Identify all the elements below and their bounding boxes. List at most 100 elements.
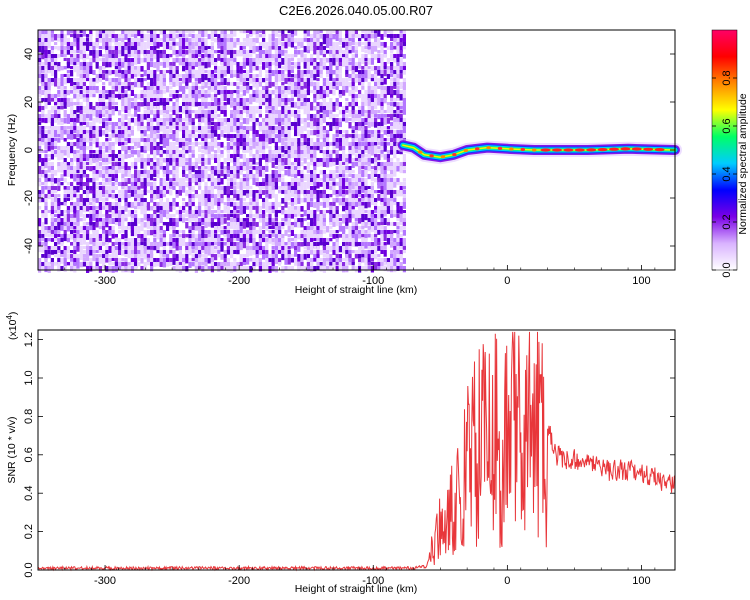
spectrogram-noise-cell bbox=[242, 254, 246, 258]
spectrogram-noise-cell bbox=[332, 62, 336, 66]
spectrogram-noise-cell bbox=[300, 214, 304, 218]
spectrogram-noise-cell bbox=[188, 34, 192, 37]
spectrogram-noise-cell bbox=[50, 226, 54, 233]
spectrogram-noise-cell bbox=[169, 238, 173, 243]
spectrogram-noise-cell bbox=[297, 94, 301, 100]
spectrogram-noise-cell bbox=[166, 206, 170, 213]
spectrogram-noise-cell bbox=[230, 42, 234, 48]
spectrogram-noise-cell bbox=[95, 238, 99, 242]
spectrogram-noise-cell bbox=[114, 66, 118, 70]
spectrogram-noise-cell bbox=[281, 198, 285, 204]
spectrogram-noise-cell bbox=[124, 150, 128, 155]
spectrogram-noise-cell bbox=[178, 210, 182, 215]
spectrogram-noise-cell bbox=[44, 62, 48, 66]
spectrogram-noise-cell bbox=[79, 66, 83, 73]
spectrogram-noise-cell bbox=[310, 250, 314, 255]
spectrogram-noise-cell bbox=[290, 42, 294, 48]
spectrogram-noise-cell bbox=[342, 82, 346, 87]
spectrogram-noise-cell bbox=[294, 186, 298, 191]
spectrogram-noise-cell bbox=[361, 174, 365, 178]
spectrogram-noise-cell bbox=[258, 34, 262, 38]
spectrogram-noise-cell bbox=[239, 238, 243, 243]
spectrogram-noise-cell bbox=[204, 82, 208, 88]
spectrogram-noise-cell bbox=[41, 78, 45, 84]
spectrogram-noise-cell bbox=[268, 58, 272, 64]
spectrogram-noise-cell bbox=[153, 186, 157, 191]
spectrogram-noise-cell bbox=[114, 166, 118, 172]
spectrogram-noise-cell bbox=[268, 150, 272, 154]
spectrogram-noise-cell bbox=[338, 166, 342, 172]
spectrogram-noise-cell bbox=[313, 146, 317, 150]
spectrogram-noise-cell bbox=[268, 202, 272, 207]
spectrogram-noise-cell bbox=[79, 210, 83, 217]
spectrogram-noise-cell bbox=[92, 214, 96, 221]
spectrogram-noise-cell bbox=[98, 154, 102, 160]
spectrogram-noise-cell bbox=[73, 122, 77, 129]
spectrogram-noise-cell bbox=[236, 142, 240, 148]
spectrogram-noise-cell bbox=[41, 230, 45, 234]
spectrogram-noise-cell bbox=[114, 210, 118, 214]
spectrogram-noise-cell bbox=[191, 242, 195, 249]
spectrogram-noise-cell bbox=[41, 238, 45, 242]
spectrogram-noise-cell bbox=[134, 162, 138, 169]
spectrogram-noise-cell bbox=[354, 114, 358, 119]
spectrogram-noise-cell bbox=[236, 238, 240, 242]
spectrogram-noise-cell bbox=[345, 242, 349, 246]
spectrogram-noise-cell bbox=[178, 162, 182, 167]
spectrogram-noise-cell bbox=[351, 34, 355, 38]
spectrogram-noise-cell bbox=[92, 106, 96, 112]
spectrogram-noise-cell bbox=[303, 134, 307, 139]
spectrogram-noise-cell bbox=[188, 54, 192, 58]
spectrogram-noise-cell bbox=[268, 234, 272, 241]
spectrogram-noise-cell bbox=[290, 38, 294, 44]
spectrogram-noise-cell bbox=[300, 134, 304, 139]
spectrogram-noise-cell bbox=[89, 158, 93, 165]
spectrogram-noise-cell bbox=[249, 78, 253, 84]
spectrogram-noise-cell bbox=[204, 98, 208, 102]
spectrogram-noise-cell bbox=[89, 262, 93, 269]
spectrogram-noise-cell bbox=[188, 66, 192, 71]
spectrogram-noise-cell bbox=[175, 74, 179, 80]
spectrogram-noise-cell bbox=[137, 82, 141, 88]
spectrogram-noise-cell bbox=[342, 226, 346, 232]
spectrogram-noise-cell bbox=[38, 222, 42, 227]
spectrogram-noise-cell bbox=[111, 246, 115, 251]
spectrogram-noise-cell bbox=[70, 54, 74, 58]
spectrogram-noise-cell bbox=[118, 58, 122, 63]
spectrogram-noise-cell bbox=[354, 122, 358, 127]
spectrogram-noise-cell bbox=[303, 78, 307, 83]
spectrogram-noise-cell bbox=[242, 166, 246, 171]
spectrogram-noise-cell bbox=[351, 138, 355, 144]
spectrogram-noise-cell bbox=[332, 186, 336, 191]
spectrogram-noise-cell bbox=[223, 226, 227, 230]
spectrogram-noise-cell bbox=[47, 114, 51, 119]
spectrogram-noise-cell bbox=[217, 242, 221, 249]
spectrogram-noise-cell bbox=[111, 166, 115, 173]
spectrogram-noise-cell bbox=[230, 142, 234, 147]
spectrogram-noise-cell bbox=[73, 266, 77, 273]
spectrogram-noise-cell bbox=[258, 126, 262, 132]
spectrogram-noise-cell bbox=[233, 214, 237, 220]
spectrogram-noise-cell bbox=[316, 78, 320, 82]
spectrogram-noise-cell bbox=[220, 238, 224, 242]
spectrogram-noise-cell bbox=[198, 246, 202, 252]
spectrogram-noise-cell bbox=[207, 118, 211, 124]
spectrogram-noise-cell bbox=[166, 182, 170, 186]
spectrogram-noise-cell bbox=[54, 34, 58, 41]
spectrogram-noise-cell bbox=[335, 246, 339, 252]
spectrogram-noise-cell bbox=[79, 126, 83, 133]
spectrogram-noise-cell bbox=[172, 146, 176, 152]
spectrogram-noise-cell bbox=[214, 114, 218, 120]
spectrogram-noise-cell bbox=[70, 266, 74, 272]
spectrogram-noise-cell bbox=[111, 150, 115, 156]
spectrogram-noise-cell bbox=[178, 94, 182, 98]
spectrogram-noise-cell bbox=[82, 186, 86, 190]
spectrogram-noise-cell bbox=[50, 78, 54, 84]
spectrogram-noise-cell bbox=[287, 246, 291, 250]
spectrogram-noise-cell bbox=[150, 206, 154, 211]
spectrogram-noise-cell bbox=[233, 90, 237, 94]
spectrogram-noise-cell bbox=[191, 50, 195, 57]
spectrogram-noise-cell bbox=[114, 246, 118, 253]
spectrogram-noise-cell bbox=[54, 154, 58, 158]
spectrogram-noise-cell bbox=[102, 106, 106, 112]
